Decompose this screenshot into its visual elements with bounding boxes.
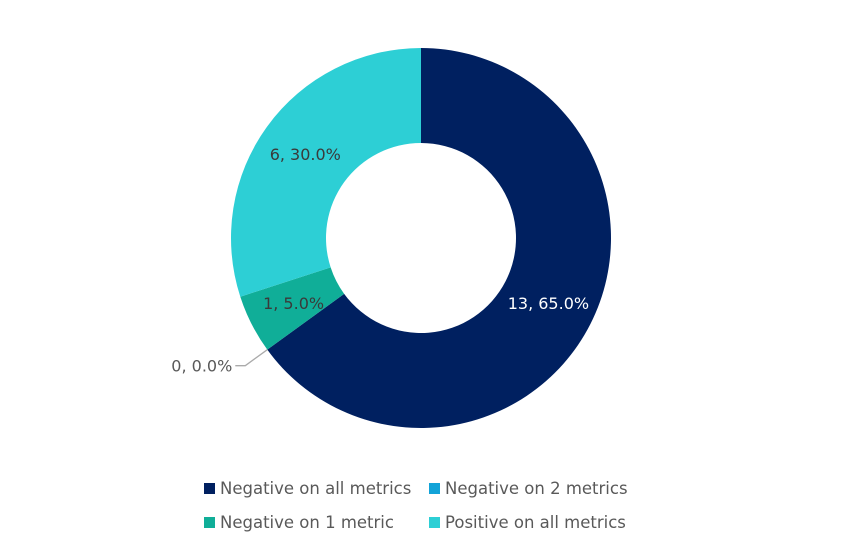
legend: Negative on all metrics Negative on 2 met… <box>204 479 628 532</box>
legend-swatch-negative-on-2-metrics <box>429 483 440 494</box>
legend-swatch-negative-on-all-metrics <box>204 483 215 494</box>
legend-label-negative-on-2-metrics[interactable]: Negative on 2 metrics <box>445 479 628 498</box>
slice-positive-on-all-metrics[interactable] <box>231 48 421 297</box>
leader-line-negative-on-2-metrics <box>235 349 268 367</box>
data-label-positive-on-all-metrics: 6, 30.0% <box>270 145 341 164</box>
data-label-negative-on-all-metrics: 13, 65.0% <box>508 294 589 313</box>
data-labels: 13, 65.0% 0, 0.0% 1, 5.0% 6, 30.0% <box>171 145 589 376</box>
slice-negative-on-all-metrics[interactable] <box>267 48 611 429</box>
legend-swatch-positive-on-all-metrics <box>429 517 440 528</box>
legend-swatch-negative-on-1-metric <box>204 517 215 528</box>
legend-label-negative-on-all-metrics[interactable]: Negative on all metrics <box>220 479 411 498</box>
data-label-negative-on-1-metric: 1, 5.0% <box>263 294 324 313</box>
legend-label-positive-on-all-metrics[interactable]: Positive on all metrics <box>445 513 626 532</box>
data-label-negative-on-2-metrics: 0, 0.0% <box>171 357 232 376</box>
slices <box>231 48 611 429</box>
slice-negative-on-1-metric[interactable] <box>240 267 345 350</box>
legend-label-negative-on-1-metric[interactable]: Negative on 1 metric <box>220 513 394 532</box>
